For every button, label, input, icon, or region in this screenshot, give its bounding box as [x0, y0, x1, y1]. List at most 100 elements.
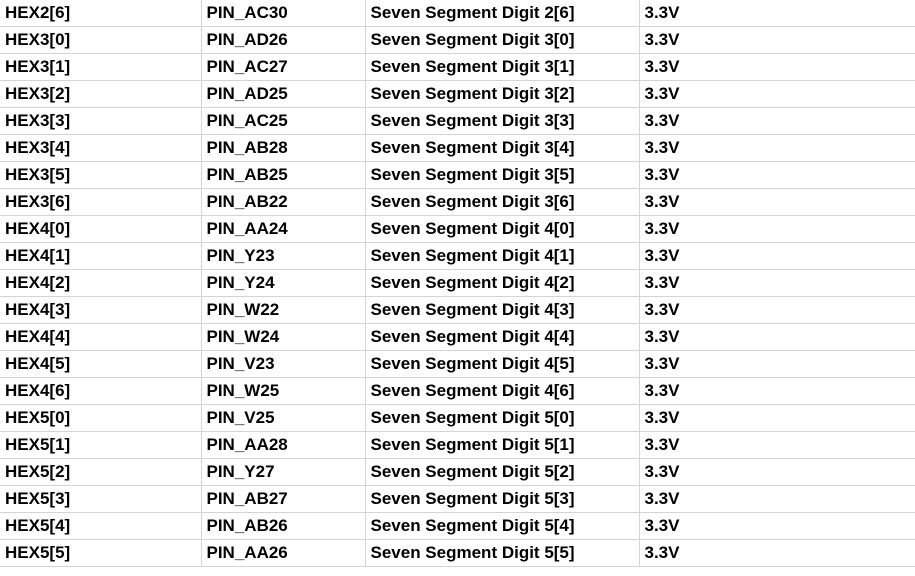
description-cell: Seven Segment Digit 3[4] — [364, 134, 640, 162]
fpga-pin-cell: PIN_V23 — [200, 350, 366, 378]
io-standard-cell: 3.3V — [638, 53, 915, 81]
table-row: HEX3[0] PIN_AD26 Seven Segment Digit 3[0] 3… — [0, 26, 915, 54]
fpga-pin-cell: PIN_AB22 — [200, 188, 366, 216]
signal-name-cell: HEX3[2] — [0, 80, 202, 108]
fpga-pin-cell: PIN_AB27 — [200, 485, 366, 513]
table-row: HEX3[5] PIN_AB25 Seven Segment Digit 3[5] 3… — [0, 161, 915, 189]
io-standard-cell: 3.3V — [638, 134, 915, 162]
table-row: HEX3[3] PIN_AC25 Seven Segment Digit 3[3] 3… — [0, 107, 915, 135]
io-standard-cell: 3.3V — [638, 323, 915, 351]
io-standard-cell: 3.3V — [638, 404, 915, 432]
description-cell: Seven Segment Digit 5[1] — [364, 431, 640, 459]
io-standard-cell: 3.3V — [638, 26, 915, 54]
description-cell: Seven Segment Digit 3[6] — [364, 188, 640, 216]
table-row: HEX5[3] PIN_AB27 Seven Segment Digit 5[3] 3… — [0, 485, 915, 513]
signal-name-cell: HEX4[5] — [0, 350, 202, 378]
io-standard-cell: 3.3V — [638, 458, 915, 486]
signal-name-cell: HEX3[3] — [0, 107, 202, 135]
description-cell: Seven Segment Digit 3[5] — [364, 161, 640, 189]
fpga-pin-cell: PIN_AD25 — [200, 80, 366, 108]
signal-name-cell: HEX5[0] — [0, 404, 202, 432]
io-standard-cell: 3.3V — [638, 107, 915, 135]
signal-name-cell: HEX3[5] — [0, 161, 202, 189]
table-row: HEX3[2] PIN_AD25 Seven Segment Digit 3[2] 3… — [0, 80, 915, 108]
io-standard-cell: 3.3V — [638, 431, 915, 459]
description-cell: Seven Segment Digit 3[1] — [364, 53, 640, 81]
io-standard-cell: 3.3V — [638, 242, 915, 270]
io-standard-cell: 3.3V — [638, 296, 915, 324]
table-row: HEX4[3] PIN_W22 Seven Segment Digit 4[3] 3.… — [0, 296, 915, 324]
description-cell: Seven Segment Digit 4[3] — [364, 296, 640, 324]
signal-name-cell: HEX5[5] — [0, 539, 202, 567]
fpga-pin-cell: PIN_V25 — [200, 404, 366, 432]
fpga-pin-cell: PIN_AB26 — [200, 512, 366, 540]
signal-name-cell: HEX4[3] — [0, 296, 202, 324]
io-standard-cell: 3.3V — [638, 0, 915, 27]
description-cell: Seven Segment Digit 4[5] — [364, 350, 640, 378]
table-row: HEX4[1] PIN_Y23 Seven Segment Digit 4[1] 3.… — [0, 242, 915, 270]
table-row: HEX4[4] PIN_W24 Seven Segment Digit 4[4] 3.… — [0, 323, 915, 351]
description-cell: Seven Segment Digit 3[0] — [364, 26, 640, 54]
description-cell: Seven Segment Digit 4[2] — [364, 269, 640, 297]
fpga-pin-cell: PIN_AB25 — [200, 161, 366, 189]
table-row: HEX4[6] PIN_W25 Seven Segment Digit 4[6] 3.… — [0, 377, 915, 405]
table-row: HEX4[5] PIN_V23 Seven Segment Digit 4[5] 3.… — [0, 350, 915, 378]
signal-name-cell: HEX4[4] — [0, 323, 202, 351]
description-cell: Seven Segment Digit 3[3] — [364, 107, 640, 135]
io-standard-cell: 3.3V — [638, 80, 915, 108]
description-cell: Seven Segment Digit 5[4] — [364, 512, 640, 540]
table-row: HEX5[1] PIN_AA28 Seven Segment Digit 5[1] 3… — [0, 431, 915, 459]
signal-name-cell: HEX4[2] — [0, 269, 202, 297]
fpga-pin-cell: PIN_AC25 — [200, 107, 366, 135]
signal-name-cell: HEX4[0] — [0, 215, 202, 243]
signal-name-cell: HEX3[6] — [0, 188, 202, 216]
io-standard-cell: 3.3V — [638, 161, 915, 189]
table-row: HEX5[2] PIN_Y27 Seven Segment Digit 5[2] 3.… — [0, 458, 915, 486]
fpga-pin-cell: PIN_W24 — [200, 323, 366, 351]
description-cell: Seven Segment Digit 5[2] — [364, 458, 640, 486]
description-cell: Seven Segment Digit 4[6] — [364, 377, 640, 405]
io-standard-cell: 3.3V — [638, 377, 915, 405]
fpga-pin-cell: PIN_AC30 — [200, 0, 366, 27]
description-cell: Seven Segment Digit 5[5] — [364, 539, 640, 567]
table-row: HEX3[1] PIN_AC27 Seven Segment Digit 3[1] 3… — [0, 53, 915, 81]
fpga-pin-cell: PIN_AD26 — [200, 26, 366, 54]
fpga-pin-cell: PIN_AA24 — [200, 215, 366, 243]
fpga-pin-cell: PIN_AA28 — [200, 431, 366, 459]
fpga-pin-cell: PIN_W22 — [200, 296, 366, 324]
io-standard-cell: 3.3V — [638, 215, 915, 243]
table-row: HEX5[0] PIN_V25 Seven Segment Digit 5[0] 3.… — [0, 404, 915, 432]
description-cell: Seven Segment Digit 4[1] — [364, 242, 640, 270]
signal-name-cell: HEX5[1] — [0, 431, 202, 459]
description-cell: Seven Segment Digit 4[4] — [364, 323, 640, 351]
signal-name-cell: HEX4[6] — [0, 377, 202, 405]
signal-name-cell: HEX5[3] — [0, 485, 202, 513]
io-standard-cell: 3.3V — [638, 485, 915, 513]
table-row: HEX4[2] PIN_Y24 Seven Segment Digit 4[2] 3.… — [0, 269, 915, 297]
table-row: HEX3[4] PIN_AB28 Seven Segment Digit 3[4] 3… — [0, 134, 915, 162]
io-standard-cell: 3.3V — [638, 539, 915, 567]
signal-name-cell: HEX3[0] — [0, 26, 202, 54]
io-standard-cell: 3.3V — [638, 350, 915, 378]
fpga-pin-cell: PIN_AA26 — [200, 539, 366, 567]
table-row: HEX2[6] PIN_AC30 Seven Segment Digit 2[6] 3… — [0, 0, 915, 27]
signal-name-cell: HEX3[1] — [0, 53, 202, 81]
fpga-pin-cell: PIN_AC27 — [200, 53, 366, 81]
io-standard-cell: 3.3V — [638, 269, 915, 297]
fpga-pin-cell: PIN_Y24 — [200, 269, 366, 297]
fpga-pin-cell: PIN_Y23 — [200, 242, 366, 270]
io-standard-cell: 3.3V — [638, 512, 915, 540]
signal-name-cell: HEX4[1] — [0, 242, 202, 270]
signal-name-cell: HEX2[6] — [0, 0, 202, 27]
io-standard-cell: 3.3V — [638, 188, 915, 216]
table-row: HEX3[6] PIN_AB22 Seven Segment Digit 3[6] 3… — [0, 188, 915, 216]
signal-name-cell: HEX5[4] — [0, 512, 202, 540]
description-cell: Seven Segment Digit 4[0] — [364, 215, 640, 243]
table-row: HEX5[5] PIN_AA26 Seven Segment Digit 5[5] 3… — [0, 539, 915, 567]
table-row: HEX4[0] PIN_AA24 Seven Segment Digit 4[0] 3… — [0, 215, 915, 243]
fpga-pin-cell: PIN_W25 — [200, 377, 366, 405]
fpga-pin-cell: PIN_AB28 — [200, 134, 366, 162]
signal-name-cell: HEX3[4] — [0, 134, 202, 162]
